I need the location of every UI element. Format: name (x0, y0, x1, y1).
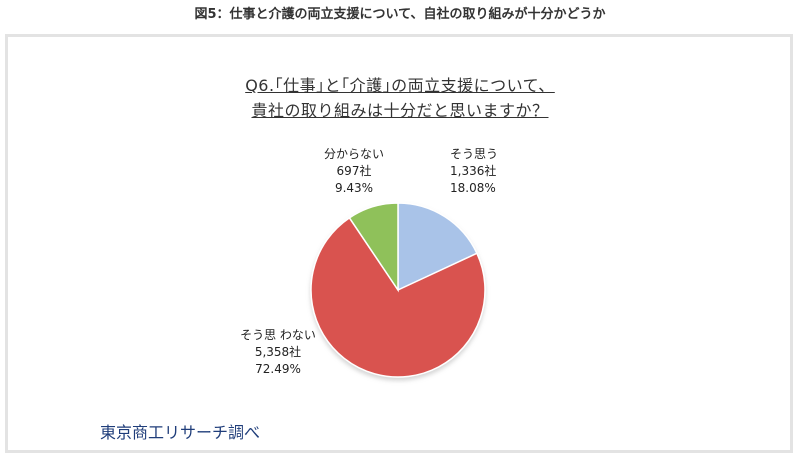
label-unknown: 分からない 697社 9.43% (318, 146, 390, 197)
label-disagree-count: 5,358社 (254, 345, 302, 359)
label-agree-percent: 18.08% (450, 181, 496, 195)
label-unknown-name: 分からない (323, 147, 384, 161)
chart-title-line2: 貴社の取り組みは十分だと思いますか？ (251, 101, 549, 120)
slice-agree (397, 202, 478, 292)
label-agree: そう思う 1,336社 18.08% (450, 146, 498, 197)
label-agree-name: そう思う (450, 147, 499, 161)
source-credit: 東京商工リサーチ調べ (100, 423, 261, 442)
slice-unknown (348, 202, 399, 293)
slice-disagree (310, 216, 486, 378)
label-unknown-count: 697社 (336, 164, 372, 178)
label-agree-count: 1,336社 (450, 164, 497, 178)
label-unknown-percent: 9.43% (334, 181, 374, 195)
chart-title-line1: Q6.｢仕事｣と｢介護｣の両立支援について、 (245, 76, 555, 95)
label-disagree: そう思 わない 5,358社 72.49% (232, 327, 324, 378)
figure-caption: 図5：仕事と介護の両立支援について、自社の取り組みが十分かどうか (194, 7, 606, 22)
label-disagree-percent: 72.49% (255, 362, 301, 376)
label-disagree-name: そう思 わない (240, 328, 316, 342)
